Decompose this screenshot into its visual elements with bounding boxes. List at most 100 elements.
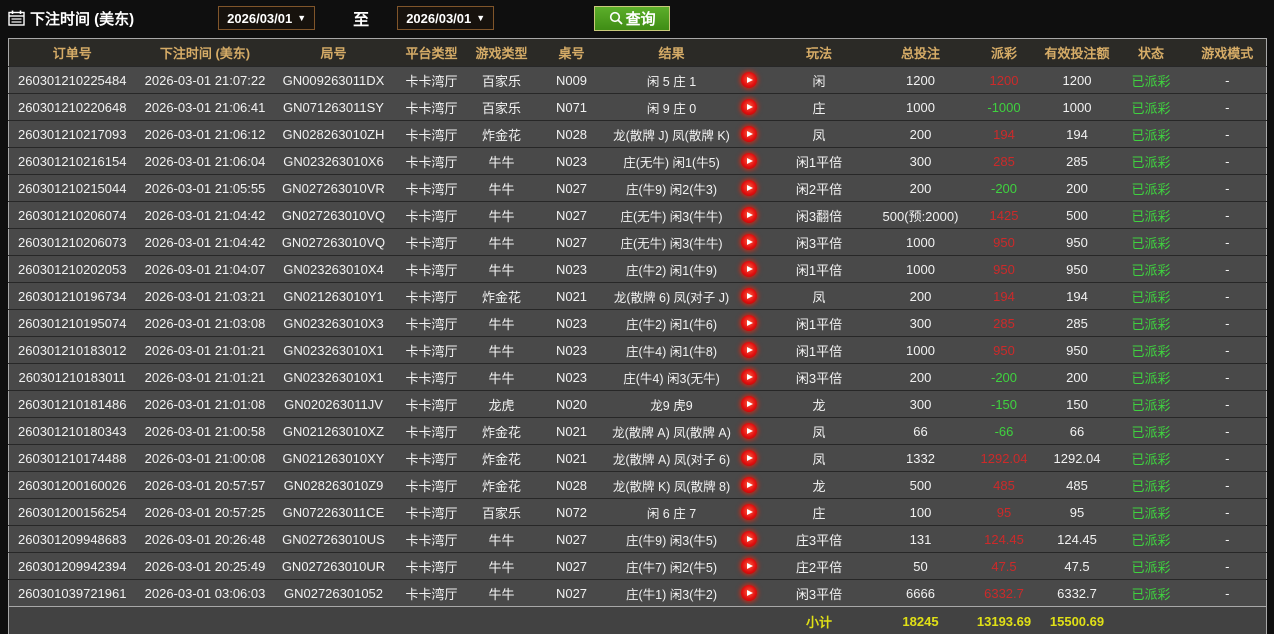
- subtotal-empty: [1189, 607, 1267, 634]
- cell-game-type: 炸金花: [481, 424, 521, 440]
- cell-play-type: 闲1平倍: [795, 316, 843, 332]
- cell-game-mode: -: [1225, 423, 1230, 439]
- cell-order-id: 260301210220648: [18, 99, 127, 115]
- table-row: 260301210225484 2026-03-01 21:07:22 GN00…: [8, 66, 1267, 94]
- cell-status: 已派彩: [1131, 451, 1171, 467]
- cell-round-id: GN023263010X1: [283, 342, 384, 358]
- col-header-platform: 平台类型: [405, 46, 458, 61]
- cell-game-type: 炸金花: [481, 478, 521, 494]
- subtotal-label: 小计: [805, 614, 832, 630]
- cell-play-type: 闲3平倍: [795, 235, 843, 251]
- query-button[interactable]: 查询: [594, 5, 671, 31]
- cell-order-id: 260301210206074: [18, 207, 127, 223]
- cell-game-mode: -: [1225, 342, 1230, 358]
- cell-payout: -66: [994, 423, 1014, 439]
- cell-game-type: 百家乐: [481, 100, 521, 116]
- replay-play-icon[interactable]: [740, 72, 757, 89]
- replay-play-icon[interactable]: [740, 477, 757, 494]
- cell-payout: 950: [993, 234, 1015, 250]
- cell-replay: [733, 364, 765, 391]
- cell-round-id: GN028263010ZH: [282, 126, 385, 142]
- date-from-select[interactable]: 2026/03/01 ▼: [218, 6, 316, 30]
- table-row: 260301210180343 2026-03-01 21:00:58 GN02…: [8, 417, 1267, 445]
- cell-payout: 1425: [989, 207, 1019, 223]
- replay-play-icon[interactable]: [740, 342, 757, 359]
- cell-replay: [733, 256, 765, 283]
- table-row: 260301210183012 2026-03-01 21:01:21 GN02…: [8, 336, 1267, 364]
- cell-result: 龙(散牌 J) 凤(散牌 K): [613, 128, 730, 143]
- cell-game-mode: -: [1225, 234, 1230, 250]
- cell-game-type: 百家乐: [481, 73, 521, 89]
- cell-status: 已派彩: [1131, 559, 1171, 575]
- cell-total-bet: 300: [909, 315, 932, 331]
- cell-result: 庄(无牛) 闲3(牛牛): [620, 209, 723, 224]
- cell-order-id: 260301210174488: [18, 450, 127, 466]
- replay-play-icon[interactable]: [740, 504, 757, 521]
- table-row: 260301210183011 2026-03-01 21:01:21 GN02…: [8, 363, 1267, 391]
- cell-order-id: 260301210217093: [18, 126, 127, 142]
- chevron-down-icon: ▼: [476, 13, 486, 23]
- replay-play-icon[interactable]: [740, 288, 757, 305]
- replay-play-icon[interactable]: [740, 126, 757, 143]
- cell-platform-type: 卡卡湾厅: [405, 208, 458, 224]
- cell-bet-time: 2026-03-01 21:06:04: [144, 153, 266, 169]
- col-header-time: 下注时间 (美东): [159, 46, 251, 61]
- replay-play-icon[interactable]: [740, 423, 757, 440]
- cell-play-type: 庄2平倍: [795, 559, 843, 575]
- chevron-down-icon: ▼: [297, 13, 307, 23]
- subtotal-empty: [9, 607, 136, 634]
- cell-order-id: 260301209948683: [18, 531, 127, 547]
- cell-table-no: N020: [555, 396, 588, 412]
- cell-status: 已派彩: [1131, 208, 1171, 224]
- cell-game-type: 炸金花: [481, 289, 521, 305]
- cell-total-bet: 300: [909, 153, 932, 169]
- replay-play-icon[interactable]: [740, 234, 757, 251]
- cell-game-mode: -: [1225, 450, 1230, 466]
- cell-replay: [733, 526, 765, 553]
- cell-payout: 950: [993, 342, 1015, 358]
- replay-play-icon[interactable]: [740, 531, 757, 548]
- cell-total-bet: 500: [909, 477, 932, 493]
- replay-play-icon[interactable]: [740, 450, 757, 467]
- cell-game-mode: -: [1225, 288, 1230, 304]
- replay-play-icon[interactable]: [740, 180, 757, 197]
- date-to-select[interactable]: 2026/03/01 ▼: [397, 6, 495, 30]
- replay-play-icon[interactable]: [740, 396, 757, 413]
- table-row: 260301210215044 2026-03-01 21:05:55 GN02…: [8, 174, 1267, 202]
- replay-play-icon[interactable]: [740, 369, 757, 386]
- subtotal-payout: 13193.69: [976, 613, 1032, 629]
- cell-valid-bet: 47.5: [1064, 558, 1090, 574]
- cell-valid-bet: 950: [1066, 234, 1088, 250]
- cell-game-type: 牛牛: [488, 181, 515, 197]
- cell-table-no: N072: [555, 504, 588, 520]
- cell-valid-bet: 485: [1066, 477, 1088, 493]
- cell-table-no: N027: [555, 585, 588, 601]
- cell-round-id: GN020263011JV: [284, 396, 383, 412]
- cell-bet-time: 2026-03-01 20:26:48: [144, 531, 266, 547]
- table-row: 260301210206074 2026-03-01 21:04:42 GN02…: [8, 201, 1267, 229]
- cell-replay: [733, 337, 765, 364]
- replay-play-icon[interactable]: [740, 207, 757, 224]
- cell-replay: [733, 175, 765, 202]
- cell-platform-type: 卡卡湾厅: [405, 451, 458, 467]
- cell-round-id: GN027263010VR: [282, 180, 385, 196]
- cell-game-type: 百家乐: [481, 505, 521, 521]
- replay-play-icon[interactable]: [740, 585, 757, 602]
- cell-round-id: GN071263011SY: [283, 99, 384, 115]
- cell-bet-time: 2026-03-01 21:07:22: [144, 72, 266, 88]
- replay-play-icon[interactable]: [740, 99, 757, 116]
- cell-game-type: 牛牛: [488, 316, 515, 332]
- table-row: 260301210202053 2026-03-01 21:04:07 GN02…: [8, 255, 1267, 283]
- cell-platform-type: 卡卡湾厅: [405, 154, 458, 170]
- cell-bet-time: 2026-03-01 21:01:08: [144, 396, 266, 412]
- replay-play-icon[interactable]: [740, 153, 757, 170]
- cell-game-type: 牛牛: [488, 586, 515, 602]
- subtotal-empty: [471, 607, 533, 634]
- cell-order-id: 260301210202053: [18, 261, 127, 277]
- cell-bet-time: 2026-03-01 20:25:49: [144, 558, 266, 574]
- replay-play-icon[interactable]: [740, 315, 757, 332]
- cell-payout: 47.5: [991, 558, 1017, 574]
- replay-play-icon[interactable]: [740, 261, 757, 278]
- cell-table-no: N071: [555, 99, 588, 115]
- replay-play-icon[interactable]: [740, 558, 757, 575]
